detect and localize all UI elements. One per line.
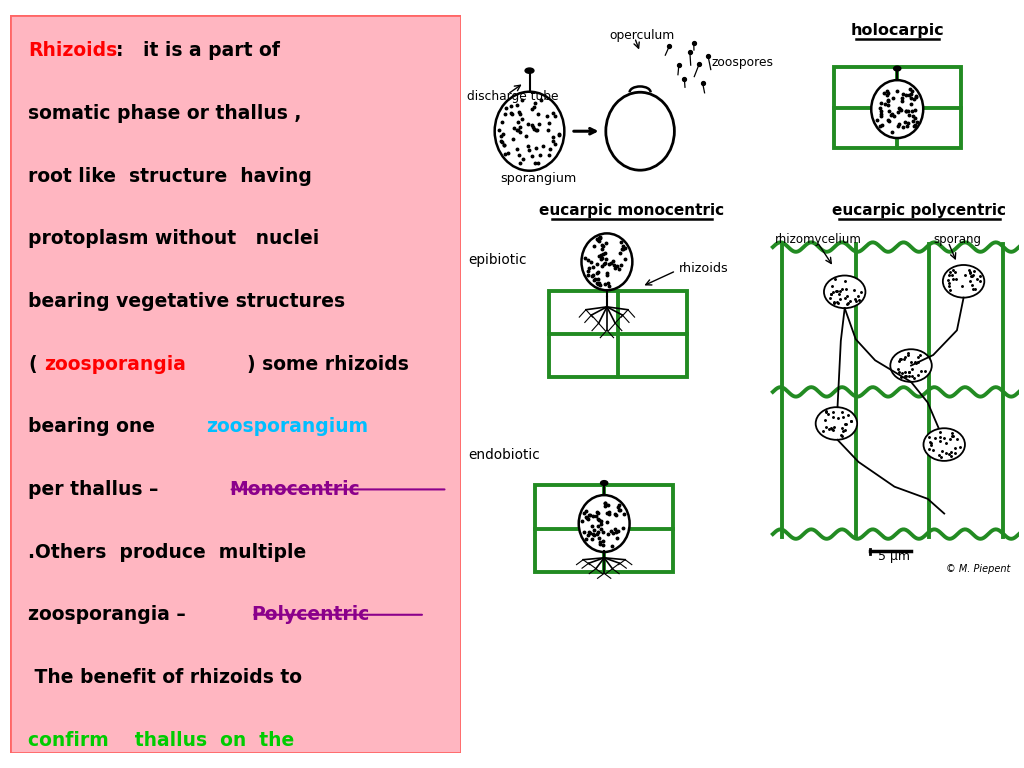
Text: endobiotic: endobiotic: [469, 448, 541, 462]
Text: bearing one: bearing one: [29, 417, 156, 436]
Text: .Others  produce  multiple: .Others produce multiple: [29, 542, 306, 561]
Text: Rhizoids: Rhizoids: [29, 41, 118, 60]
Bar: [834, 67, 961, 148]
Ellipse shape: [824, 276, 865, 308]
Text: :   it is a part of: : it is a part of: [116, 41, 280, 60]
Text: Polycentric: Polycentric: [251, 605, 370, 624]
Ellipse shape: [606, 92, 675, 170]
Text: eucarpic monocentric: eucarpic monocentric: [540, 203, 724, 217]
Ellipse shape: [495, 91, 564, 170]
Text: eucarpic polycentric: eucarpic polycentric: [833, 203, 1007, 217]
Text: discharge tube: discharge tube: [467, 91, 558, 104]
Bar: [549, 290, 687, 377]
Ellipse shape: [525, 68, 534, 73]
Ellipse shape: [894, 66, 901, 71]
Text: somatic phase or thallus ,: somatic phase or thallus ,: [29, 104, 302, 123]
Text: © M. Piepent: © M. Piepent: [946, 564, 1011, 574]
Text: rhizomycelium: rhizomycelium: [774, 233, 861, 246]
Text: sporang: sporang: [933, 233, 981, 246]
Ellipse shape: [890, 349, 932, 382]
Ellipse shape: [579, 495, 630, 552]
Text: epibiotic: epibiotic: [469, 253, 527, 267]
FancyBboxPatch shape: [10, 15, 461, 753]
Text: 5 μm: 5 μm: [879, 551, 910, 564]
Text: bearing vegetative structures: bearing vegetative structures: [29, 292, 345, 311]
Text: zoosporangia –: zoosporangia –: [29, 605, 186, 624]
Text: per thallus –: per thallus –: [29, 480, 159, 499]
Text: The benefit of rhizoids to: The benefit of rhizoids to: [29, 668, 302, 687]
Text: ) some rhizoids: ) some rhizoids: [247, 355, 409, 373]
Text: zoospores: zoospores: [712, 56, 774, 69]
Text: protoplasm without   nuclei: protoplasm without nuclei: [29, 229, 319, 248]
Ellipse shape: [600, 481, 608, 485]
Ellipse shape: [871, 80, 924, 138]
Text: (: (: [29, 355, 37, 373]
Text: zoosporangia: zoosporangia: [44, 355, 186, 373]
Text: Monocentric: Monocentric: [228, 480, 359, 499]
Bar: [535, 485, 674, 572]
Text: holocarpic: holocarpic: [850, 22, 944, 38]
Ellipse shape: [816, 407, 857, 440]
Ellipse shape: [582, 233, 633, 290]
Text: rhizoids: rhizoids: [679, 262, 728, 275]
Text: confirm    thallus  on  the: confirm thallus on the: [29, 730, 295, 750]
Text: sporangium: sporangium: [500, 172, 577, 185]
Ellipse shape: [924, 429, 965, 461]
Text: operculum: operculum: [609, 29, 675, 42]
Text: zoosporangium: zoosporangium: [206, 417, 369, 436]
Ellipse shape: [943, 265, 984, 298]
Text: root like  structure  having: root like structure having: [29, 167, 312, 186]
